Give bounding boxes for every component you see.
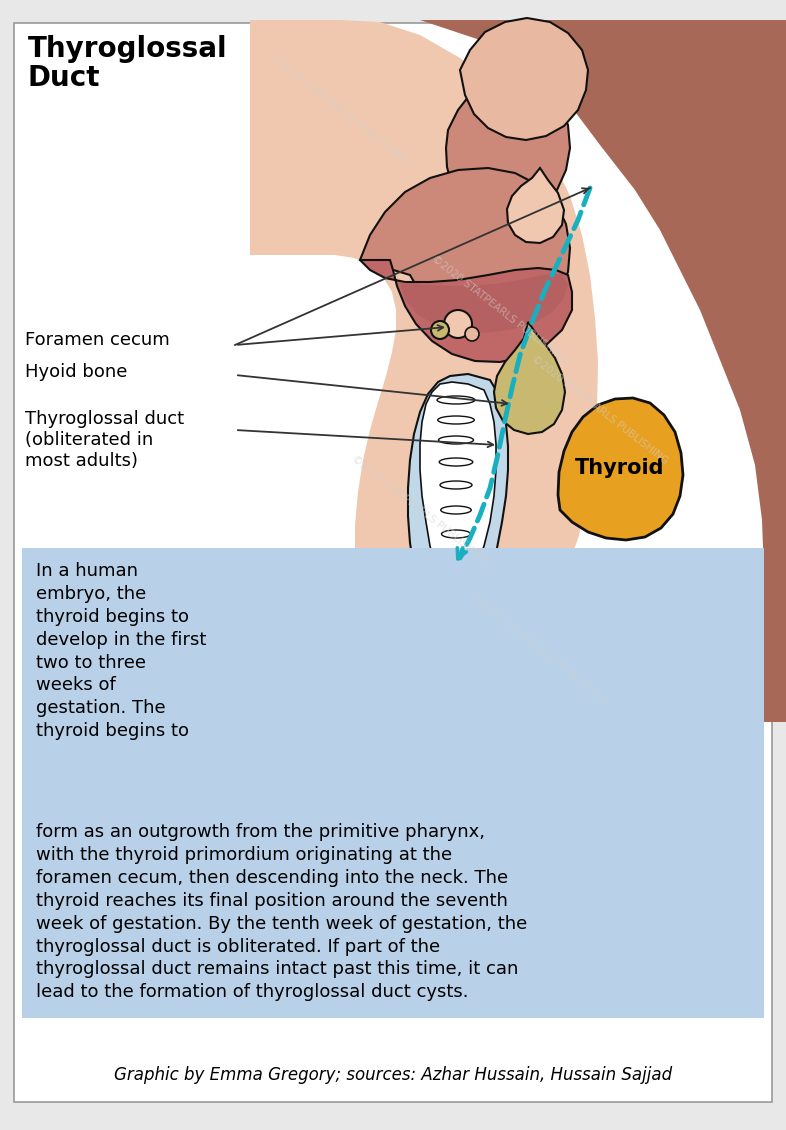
Polygon shape	[400, 273, 568, 333]
Text: Thyroglossal
Duct: Thyroglossal Duct	[28, 35, 228, 93]
Polygon shape	[446, 75, 570, 223]
Circle shape	[444, 310, 472, 338]
Text: ©2020 STATPEARLS PUBLISHING: ©2020 STATPEARLS PUBLISHING	[350, 454, 490, 566]
Text: In a human
embryo, the
thyroid begins to
develop in the first
two to three
weeks: In a human embryo, the thyroid begins to…	[36, 562, 207, 740]
Polygon shape	[408, 374, 508, 647]
Text: Graphic by Emma Gregory; sources: Azhar Hussain, Hussain Sajjad: Graphic by Emma Gregory; sources: Azhar …	[114, 1066, 672, 1084]
Polygon shape	[507, 168, 564, 243]
Polygon shape	[380, 562, 548, 703]
Polygon shape	[360, 168, 570, 328]
Polygon shape	[420, 382, 496, 600]
Polygon shape	[460, 18, 588, 140]
Text: ©2020 STATPEARLS PUBLISHING: ©2020 STATPEARLS PUBLISHING	[470, 593, 610, 706]
Circle shape	[465, 327, 479, 341]
Text: Hyoid bone: Hyoid bone	[25, 363, 127, 381]
Polygon shape	[494, 322, 565, 434]
Polygon shape	[340, 20, 786, 755]
Text: ©2020 STATPEARLS PUBLISHING: ©2020 STATPEARLS PUBLISHING	[270, 54, 410, 166]
Polygon shape	[436, 628, 490, 663]
Text: ©2020 STATPEARLS PUBLISHING: ©2020 STATPEARLS PUBLISHING	[430, 254, 570, 366]
Polygon shape	[360, 260, 572, 362]
Text: Foramen cecum: Foramen cecum	[25, 331, 170, 349]
Bar	[22, 548, 764, 1018]
Text: ©2020 STATPEARLS PUBLISHING: ©2020 STATPEARLS PUBLISHING	[530, 354, 670, 467]
Text: Thyroglossal duct
(obliterated in
most adults): Thyroglossal duct (obliterated in most a…	[25, 410, 184, 470]
Polygon shape	[558, 398, 683, 540]
Polygon shape	[430, 596, 498, 655]
Text: form as an outgrowth from the primitive pharynx,
with the thyroid primordium ori: form as an outgrowth from the primitive …	[36, 823, 527, 1001]
Text: Thyroid: Thyroid	[575, 458, 665, 478]
Polygon shape	[250, 20, 598, 678]
Circle shape	[431, 321, 449, 339]
